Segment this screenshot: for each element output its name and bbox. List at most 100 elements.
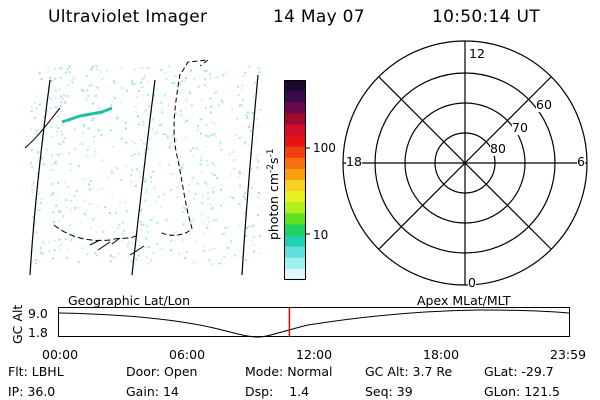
speckle	[196, 129, 199, 131]
speckle	[124, 121, 127, 124]
speckle	[200, 170, 203, 173]
speckle	[151, 218, 154, 221]
speckle	[97, 205, 100, 208]
speckle	[159, 124, 162, 127]
status-mode: Mode: Normal	[245, 364, 333, 379]
speckle	[42, 163, 45, 166]
speckle	[125, 141, 128, 144]
speckle	[210, 134, 213, 137]
speckle	[89, 188, 91, 191]
speckle	[234, 133, 237, 136]
speckle	[64, 100, 67, 103]
speckle	[110, 241, 113, 244]
speckle	[51, 182, 54, 185]
speckle	[30, 110, 33, 113]
geographic-image	[24, 59, 262, 276]
speckle	[59, 110, 62, 112]
speckle	[253, 235, 255, 238]
speckle	[203, 249, 206, 252]
speckle	[43, 242, 46, 245]
speckle	[206, 226, 209, 229]
speckle	[211, 187, 214, 190]
speckle	[238, 172, 241, 175]
speckle	[142, 77, 145, 80]
status-glon: GLon: 121.5	[484, 384, 560, 399]
speckle	[73, 78, 76, 81]
speckle	[52, 211, 55, 214]
speckle	[206, 183, 209, 186]
speckle	[160, 69, 163, 72]
speckle	[154, 132, 157, 135]
speckle	[82, 178, 85, 181]
speckle	[216, 76, 219, 79]
speckle	[111, 171, 114, 174]
speckle	[68, 71, 71, 74]
speckle	[190, 69, 193, 72]
speckle	[50, 193, 53, 196]
speckle	[35, 129, 38, 132]
speckle	[48, 240, 51, 243]
speckle	[69, 169, 72, 172]
speckle	[34, 101, 37, 104]
uv-emission-speckles	[30, 65, 262, 266]
speckle	[118, 252, 121, 255]
speckle	[163, 94, 166, 97]
speckle	[176, 186, 179, 189]
speckle	[102, 230, 105, 233]
speckle	[210, 105, 213, 108]
speckle	[102, 76, 105, 79]
speckle	[133, 142, 136, 145]
status-door: Door: Open	[126, 364, 198, 379]
speckle	[241, 256, 244, 259]
speckle	[250, 239, 253, 242]
speckle	[139, 210, 142, 212]
speckle	[159, 206, 162, 209]
speckle	[182, 223, 185, 226]
speckle	[86, 153, 89, 156]
speckle	[124, 127, 127, 130]
speckle	[130, 154, 133, 157]
speckle	[163, 133, 166, 135]
status-seq: Seq: 39	[365, 384, 413, 399]
speckle	[206, 163, 209, 166]
timeline-xtick-3: 18:00	[423, 347, 460, 362]
speckle	[142, 120, 145, 123]
speckle	[210, 120, 213, 123]
speckle	[40, 198, 43, 201]
speckle	[194, 239, 197, 242]
speckle	[140, 224, 143, 226]
speckle	[57, 210, 60, 213]
speckle	[137, 90, 140, 92]
speckle	[39, 103, 41, 106]
speckle	[51, 164, 54, 166]
speckle	[257, 66, 260, 69]
speckle	[57, 244, 60, 247]
speckle	[100, 78, 103, 81]
speckle	[197, 85, 200, 88]
speckle	[50, 126, 53, 129]
speckle	[218, 144, 221, 147]
speckle	[52, 220, 55, 223]
speckle	[258, 234, 261, 237]
speckle	[251, 186, 254, 189]
speckle	[36, 133, 39, 136]
speckle	[119, 66, 122, 69]
speckle	[60, 243, 63, 246]
speckle	[40, 157, 43, 160]
speckle	[70, 239, 73, 241]
speckle	[173, 82, 176, 85]
speckle	[156, 242, 159, 245]
speckle	[107, 176, 110, 179]
colorbar-step	[284, 135, 306, 148]
speckle	[71, 233, 74, 236]
speckle	[244, 198, 247, 200]
speckle	[152, 216, 155, 219]
speckle	[213, 247, 216, 250]
speckle	[214, 135, 217, 138]
speckle	[259, 67, 262, 70]
polar-label-12: 12	[469, 46, 485, 61]
speckle	[89, 180, 92, 182]
speckle	[240, 88, 243, 91]
speckle	[56, 153, 59, 156]
speckle	[200, 213, 203, 216]
